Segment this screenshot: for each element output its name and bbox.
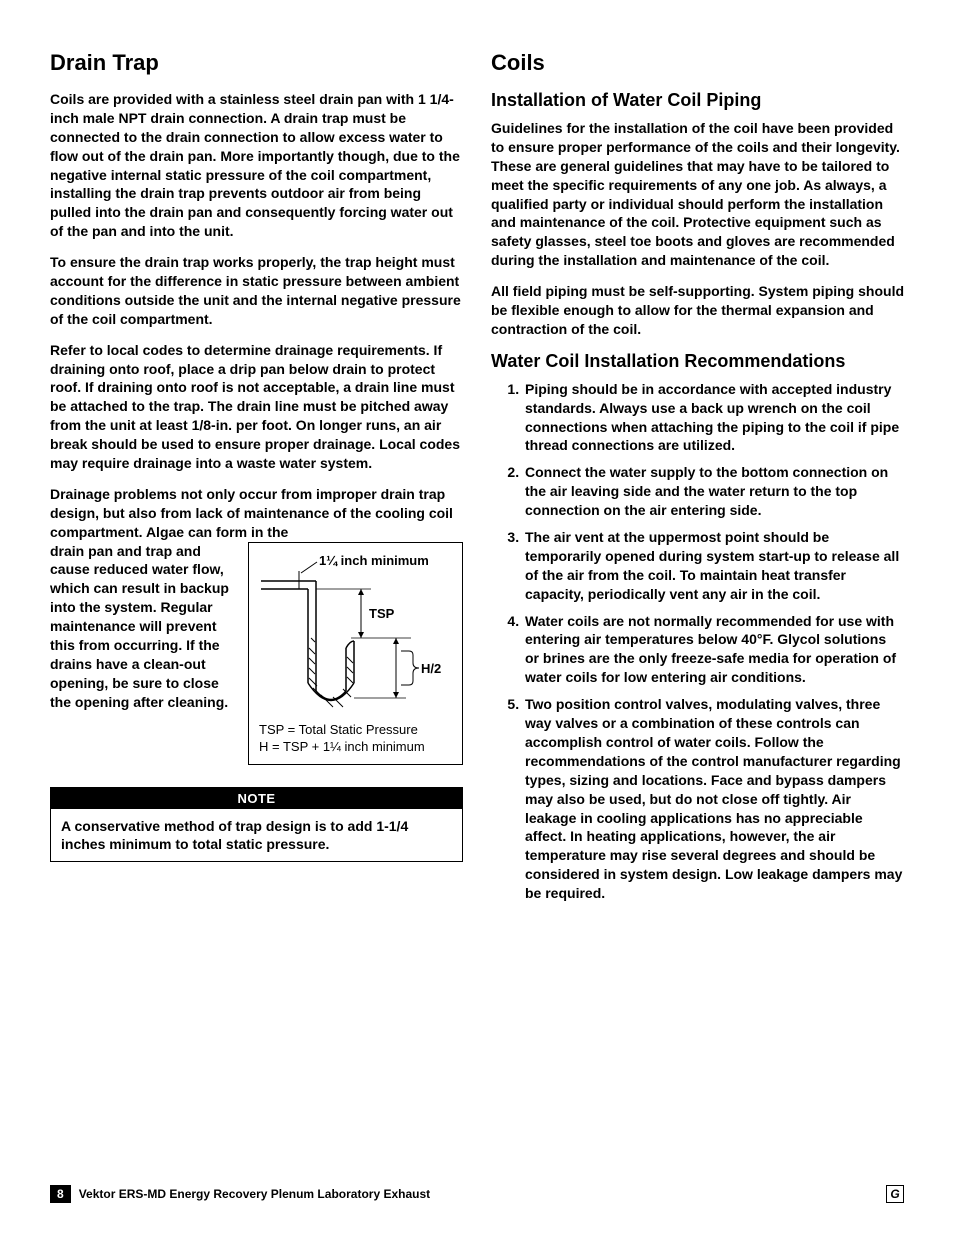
footer-title: Vektor ERS-MD Energy Recovery Plenum Lab… xyxy=(79,1187,430,1201)
note-title: NOTE xyxy=(51,788,462,809)
page-content: Drain Trap Coils are provided with a sta… xyxy=(0,0,954,911)
footer: 8 Vektor ERS-MD Energy Recovery Plenum L… xyxy=(50,1185,904,1203)
left-column: Drain Trap Coils are provided with a sta… xyxy=(50,50,463,911)
para-4-intro: Drainage problems not only occur from im… xyxy=(50,485,463,542)
page-number: 8 xyxy=(50,1185,71,1203)
note-box: NOTE A conservative method of trap desig… xyxy=(50,787,463,862)
list-item: Piping should be in accordance with acce… xyxy=(523,380,904,456)
trap-svg: 1¼ inch minimum xyxy=(261,553,451,713)
right-p2: All field piping must be self-supporting… xyxy=(491,282,904,339)
svg-label-min: 1¼ inch minimum xyxy=(319,553,429,568)
heading-coils: Coils xyxy=(491,50,904,76)
heading-drain-trap: Drain Trap xyxy=(50,50,463,76)
para-1: Coils are provided with a stainless stee… xyxy=(50,90,463,241)
wrap-block: 1¼ inch minimum xyxy=(50,542,463,775)
list-item: The air vent at the uppermost point shou… xyxy=(523,528,904,604)
sub-recommendations: Water Coil Installation Recommendations xyxy=(491,351,904,372)
right-p1: Guidelines for the installation of the c… xyxy=(491,119,904,270)
sub-install-piping: Installation of Water Coil Piping xyxy=(491,90,904,111)
footer-left: 8 Vektor ERS-MD Energy Recovery Plenum L… xyxy=(50,1185,430,1203)
brand-logo-icon: G xyxy=(886,1185,904,1203)
para-3: Refer to local codes to determine draina… xyxy=(50,341,463,473)
svg-label-tsp: TSP xyxy=(369,606,395,621)
drain-trap-diagram: 1¼ inch minimum xyxy=(248,542,463,765)
right-column: Coils Installation of Water Coil Piping … xyxy=(491,50,904,911)
note-body: A conservative method of trap design is … xyxy=(51,809,462,861)
svg-label-h2: H/2 xyxy=(421,661,441,676)
recommendations-list: Piping should be in accordance with acce… xyxy=(491,380,904,903)
list-item: Connect the water supply to the bottom c… xyxy=(523,463,904,520)
list-item: Two position control valves, modulating … xyxy=(523,695,904,903)
list-item: Water coils are not normally recommended… xyxy=(523,612,904,688)
diagram-caption-1: TSP = Total Static Pressure xyxy=(259,721,452,739)
diagram-caption-2: H = TSP + 1¼ inch minimum xyxy=(259,738,452,756)
para-2: To ensure the drain trap works properly,… xyxy=(50,253,463,329)
